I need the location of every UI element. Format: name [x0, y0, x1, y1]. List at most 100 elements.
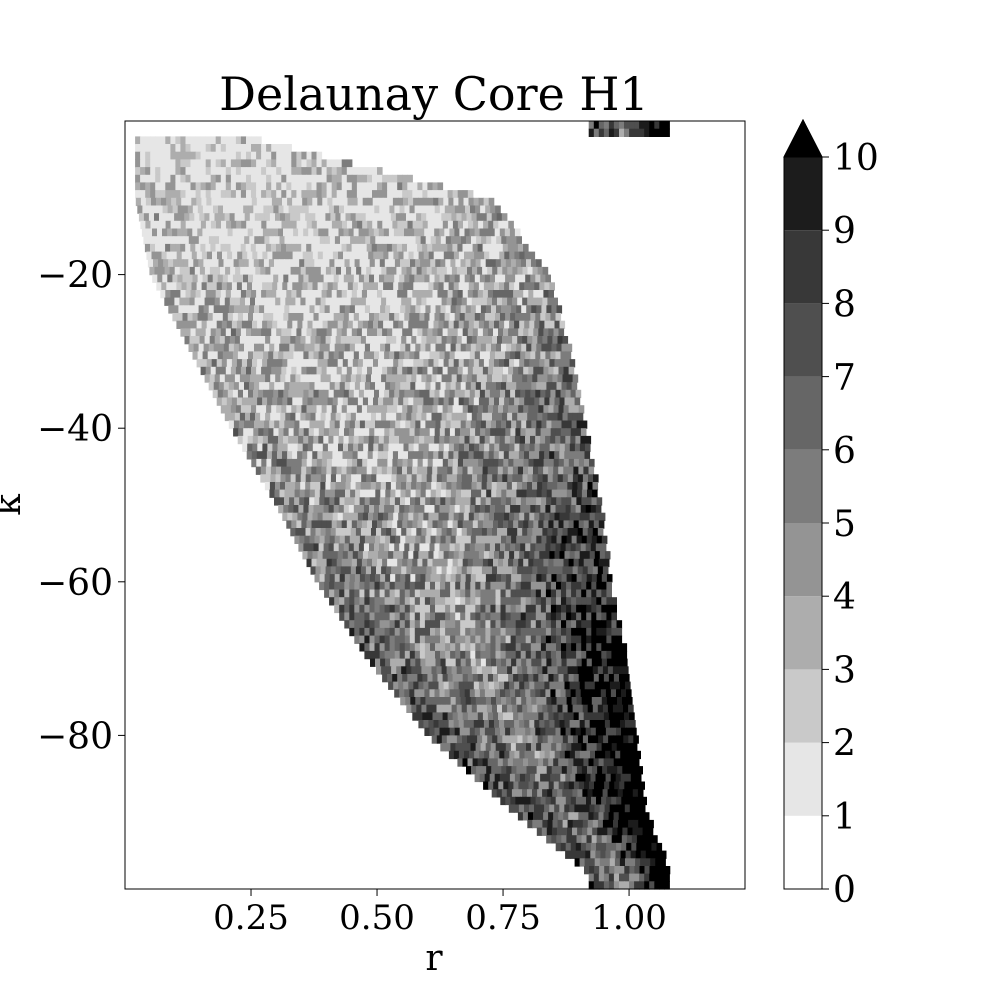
heatmap-cell — [495, 351, 501, 360]
heatmap-cell — [545, 581, 552, 591]
heatmap-cell — [256, 182, 262, 191]
heatmap-cell — [190, 136, 197, 145]
heatmap-cell — [151, 251, 158, 260]
heatmap-cell — [384, 650, 391, 660]
heatmap-cell — [410, 497, 416, 506]
heatmap-cell — [279, 420, 285, 429]
heatmap-cell — [490, 635, 496, 644]
heatmap-cell — [500, 604, 507, 614]
heatmap-cell — [268, 351, 274, 360]
heatmap-cell — [501, 343, 507, 352]
heatmap-cell — [540, 581, 547, 591]
heatmap-cell — [580, 505, 587, 514]
heatmap-cell — [500, 689, 506, 698]
heatmap-cell — [421, 266, 428, 276]
heatmap-cell — [578, 520, 585, 529]
heatmap-cell — [235, 159, 242, 168]
heatmap-cell — [380, 213, 387, 222]
heatmap-cell — [346, 174, 353, 184]
heatmap-cell — [468, 220, 474, 230]
heatmap-cell — [427, 466, 433, 475]
heatmap-cell — [378, 359, 384, 368]
heatmap-cell — [417, 220, 424, 230]
heatmap-cell — [487, 712, 494, 721]
heatmap-cell — [446, 482, 452, 491]
heatmap-cell — [466, 297, 473, 306]
heatmap-cell — [534, 320, 540, 329]
heatmap-cell — [473, 681, 480, 690]
heatmap-cell — [573, 520, 580, 529]
heatmap-cell — [367, 451, 374, 460]
heatmap-cell — [411, 336, 417, 345]
heatmap-cell — [346, 405, 353, 414]
heatmap-cell — [424, 351, 430, 360]
heatmap-cell — [429, 689, 436, 698]
heatmap-cell — [240, 159, 247, 168]
heatmap-cell — [257, 282, 263, 291]
heatmap-cell — [544, 443, 551, 452]
heatmap-cell — [400, 489, 407, 498]
heatmap-cell — [155, 151, 161, 160]
heatmap-cell — [190, 182, 197, 191]
heatmap-cell — [194, 266, 201, 276]
heatmap-cell — [443, 681, 450, 690]
heatmap-cell — [551, 574, 557, 583]
heatmap-cell — [467, 466, 474, 475]
heatmap-cell — [300, 412, 306, 422]
heatmap-cell — [577, 735, 584, 744]
heatmap-cell — [438, 720, 445, 729]
heatmap-cell — [387, 451, 394, 460]
heatmap-cell — [532, 704, 538, 713]
heatmap-cell — [602, 666, 609, 675]
heatmap-cell — [591, 635, 597, 644]
heatmap-cell — [486, 213, 493, 222]
heatmap-cell — [525, 689, 531, 698]
heatmap-cell — [328, 389, 335, 399]
heatmap-cell — [242, 228, 249, 237]
heatmap-cell — [422, 182, 428, 191]
heatmap-cell — [439, 274, 446, 283]
heatmap-cell — [510, 612, 517, 621]
heatmap-cell — [373, 435, 380, 445]
heatmap-cell — [216, 320, 223, 329]
heatmap-cell — [210, 190, 217, 199]
heatmap-cell — [525, 597, 532, 606]
heatmap-cell — [451, 213, 457, 222]
heatmap-cell — [429, 205, 436, 214]
heatmap-cell — [353, 351, 360, 360]
heatmap-cell — [249, 236, 255, 245]
heatmap-cell — [284, 259, 290, 268]
heatmap-cell — [571, 589, 577, 598]
heatmap-cell — [596, 643, 602, 652]
heatmap-cell — [189, 266, 196, 276]
heatmap-cell — [273, 274, 279, 283]
heatmap-cell — [522, 266, 529, 276]
heatmap-cell — [457, 243, 463, 253]
heatmap-cell — [534, 681, 540, 690]
heatmap-cell — [513, 290, 519, 299]
heatmap-cell — [597, 528, 604, 537]
heatmap-cell — [552, 704, 558, 713]
heatmap-cell — [172, 205, 179, 214]
heatmap-cell — [543, 328, 549, 337]
heatmap-cell — [509, 512, 515, 521]
heatmap-cell — [435, 305, 442, 314]
heatmap-cell — [237, 435, 244, 445]
heatmap-cell — [180, 144, 186, 153]
heatmap-cell — [500, 497, 507, 506]
heatmap-cell — [343, 351, 350, 360]
heatmap-cell — [195, 243, 201, 253]
heatmap-cell — [279, 305, 285, 314]
heatmap-cell — [594, 720, 601, 729]
heatmap-cell — [573, 558, 580, 568]
heatmap-cell — [403, 282, 409, 291]
heatmap-cell — [338, 228, 345, 237]
heatmap-cell — [374, 313, 380, 322]
heatmap-cell — [616, 620, 623, 629]
heatmap-cell — [395, 213, 402, 222]
heatmap-cell — [282, 451, 288, 460]
heatmap-cell — [545, 505, 551, 514]
heatmap-cell — [415, 420, 421, 429]
heatmap-cell — [515, 597, 522, 606]
heatmap-cell — [543, 466, 549, 475]
